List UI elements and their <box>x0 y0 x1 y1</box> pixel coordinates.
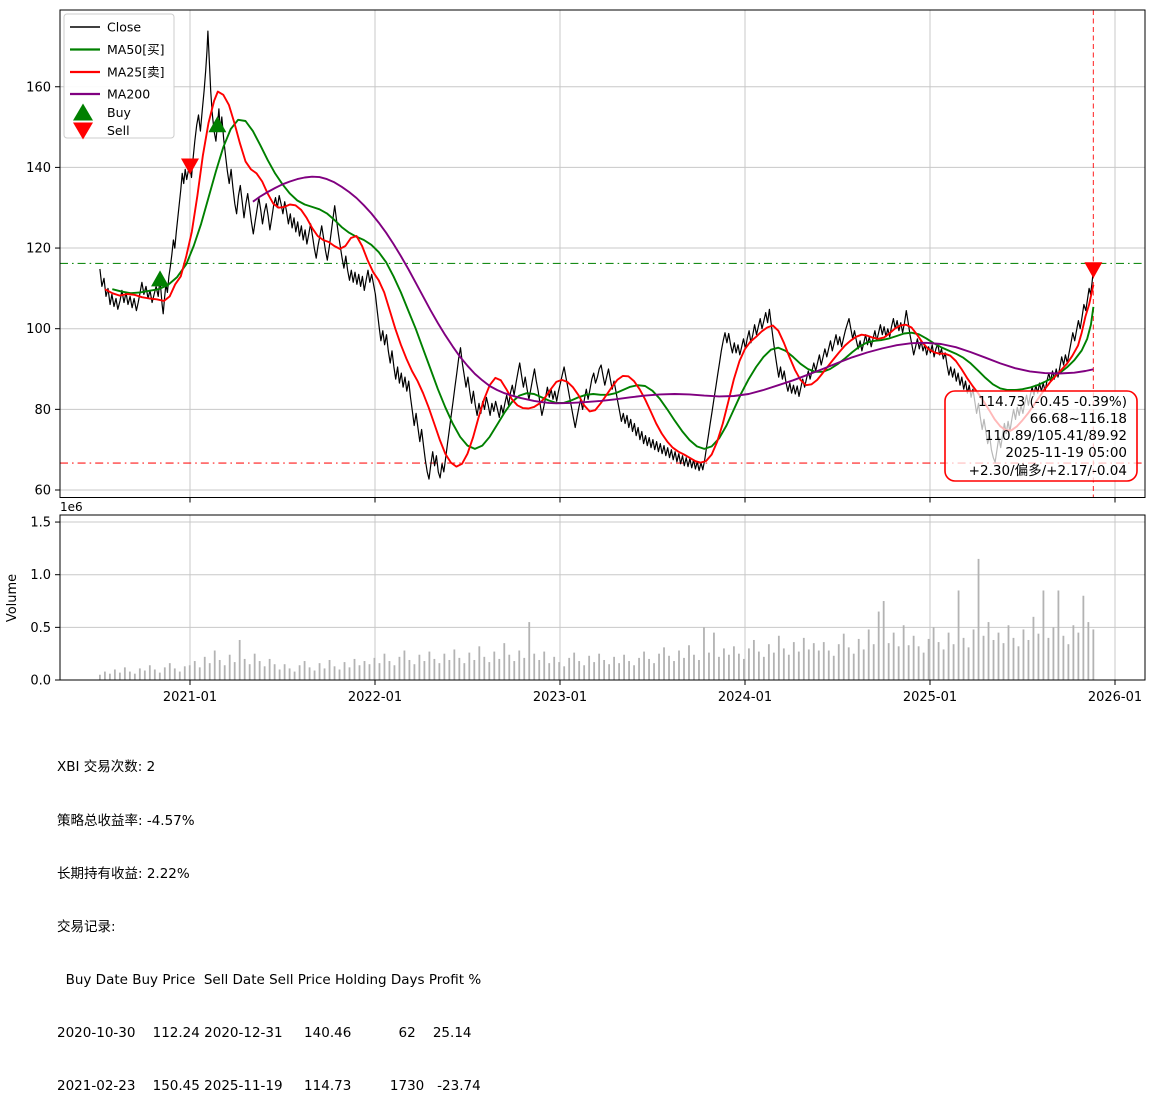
price-volume-chart: 114.73 (-0.45 -0.39%)66.68~116.18110.89/… <box>5 9 1146 705</box>
annotation-line: 66.68~116.18 <box>1030 411 1127 427</box>
volume-axis-title: Volume <box>5 574 20 622</box>
volume-tick-label: 1.0 <box>30 568 51 583</box>
axis-labels: 60 80 100 120 140 160 0.0 0.5 1.0 1.5 2021-01 2022-… <box>5 80 1142 705</box>
legend: Close MA50[买] MA25[卖] MA200 Buy Sell <box>63 13 175 140</box>
annotation-line: 2025-11-19 05:00 <box>1005 445 1127 461</box>
price-panel <box>59 9 1146 498</box>
trade-table-header: Buy Date Buy Price Sell Date Sell Price … <box>57 971 482 988</box>
date-tick-label: 2026-01 <box>1088 690 1142 705</box>
gridlines <box>60 10 1145 680</box>
annotation-line: 110.89/105.41/89.92 <box>985 428 1127 444</box>
quote-annotation: 114.73 (-0.45 -0.39%)66.68~116.18110.89/… <box>944 390 1138 482</box>
volume-bars <box>99 558 1095 680</box>
date-tick-label: 2024-01 <box>718 690 772 705</box>
legend-label: MA50[买] <box>107 42 165 57</box>
legend-buy-marker-icon <box>73 103 93 121</box>
legend-sell-marker-icon <box>73 122 93 140</box>
legend-label: MA200 <box>107 86 150 101</box>
price-tick-label: 60 <box>34 484 51 499</box>
summary-trade-log-title: 交易记录: <box>57 918 116 935</box>
ma200-line <box>252 175 1094 405</box>
trade-table-row: 2020-10-30 112.24 2020-12-31 140.46 62 2… <box>57 1024 472 1041</box>
date-tick-label: 2023-01 <box>533 690 587 705</box>
price-tick-label: 160 <box>26 80 51 95</box>
buy-marker <box>208 116 227 133</box>
ma50-line <box>112 118 1095 450</box>
legend-label: Buy <box>107 105 131 120</box>
summary-hold-return: 长期持有收益: 2.22% <box>57 865 190 882</box>
sell-marker <box>1084 262 1103 279</box>
annotation-line: +2.30/偏多/+2.17/-0.04 <box>969 462 1127 479</box>
summary-trade-count: XBI 交易次数: 2 <box>57 759 156 776</box>
volume-tick-label: 0.0 <box>30 674 51 689</box>
volume-tick-label: 0.5 <box>30 621 51 636</box>
date-tick-label: 2022-01 <box>348 690 402 705</box>
price-tick-label: 140 <box>26 161 51 176</box>
backtest-summary: XBI 交易次数: 2 策略总收益率: -4.57% 长期持有收益: 2.22%… <box>57 724 481 1113</box>
volume-tick-label: 1.5 <box>30 516 51 531</box>
axis-ticks <box>55 86 1116 685</box>
summary-strategy-return: 策略总收益率: -4.57% <box>57 812 195 829</box>
sell-marker <box>181 158 199 175</box>
ma25-line <box>104 90 1095 468</box>
date-tick-label: 2025-01 <box>903 690 957 705</box>
buy-marker <box>151 270 170 287</box>
price-tick-label: 80 <box>34 403 51 418</box>
price-tick-label: 100 <box>26 322 51 337</box>
volume-panel <box>59 514 1146 681</box>
trade-table-row: 2021-02-23 150.45 2025-11-19 114.73 1730… <box>57 1078 481 1095</box>
backtest-figure: 114.73 (-0.45 -0.39%) 66.68~116.18 110.89/… <box>5 9 1146 705</box>
date-tick-label: 2021-01 <box>163 690 217 705</box>
legend-label: Close <box>107 19 141 34</box>
legend-label: Sell <box>107 123 130 138</box>
volume-scale-label: 1e6 <box>60 500 83 514</box>
price-tick-label: 120 <box>26 242 51 257</box>
annotation-line: 114.73 (-0.45 -0.39%) <box>978 394 1127 410</box>
legend-label: MA25[卖] <box>107 64 165 79</box>
